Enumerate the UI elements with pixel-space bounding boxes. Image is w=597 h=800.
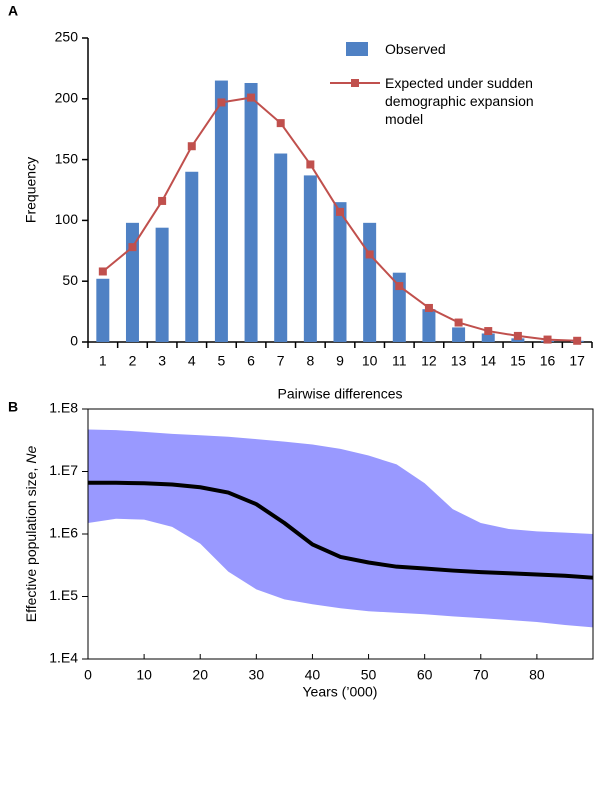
marker (573, 336, 582, 345)
x-tick-label: 10 (362, 353, 378, 369)
marker (484, 327, 493, 336)
bar (96, 278, 110, 342)
bar (125, 222, 139, 342)
marker (336, 207, 344, 216)
x-axis-label: Years (’000) (303, 684, 378, 700)
bar (185, 171, 199, 342)
marker (424, 303, 433, 312)
x-tick-label: 20 (192, 667, 208, 683)
x-tick-label: 30 (249, 667, 265, 683)
marker (247, 93, 256, 102)
panel-label: B (8, 399, 18, 415)
x-tick-label: 15 (510, 353, 526, 369)
median-line (88, 480, 594, 580)
y-tick-label: 0 (70, 333, 78, 349)
marker (395, 282, 404, 291)
x-tick-label: 9 (336, 353, 344, 369)
x-tick-label: 60 (417, 667, 433, 683)
bar (452, 327, 466, 342)
y-tick-label: 1.E6 (49, 525, 78, 541)
bar (422, 309, 436, 342)
y-tick-label: 1.E5 (49, 587, 78, 603)
legend-item: Expected under sudden demographic expans… (330, 74, 555, 128)
x-tick-label: 12 (421, 353, 437, 369)
marker (128, 243, 137, 252)
marker (98, 267, 107, 276)
x-tick-label: 8 (306, 353, 314, 369)
y-tick-label: 1.E8 (49, 400, 78, 416)
y-tick-label: 50 (62, 272, 78, 288)
y-tick-label: 150 (55, 150, 79, 166)
y-tick-label: 250 (55, 29, 79, 45)
marker (454, 318, 463, 327)
bar (481, 333, 495, 342)
y-tick-label: 200 (55, 90, 79, 106)
x-tick-label: 40 (305, 667, 321, 683)
y-axis-label: Effective population size, Ne (23, 446, 39, 623)
bar (363, 222, 377, 342)
x-axis-label: Pairwise differences (277, 386, 402, 402)
y-axis-label: Frequency (23, 157, 39, 223)
marker (276, 119, 285, 128)
y-axis-label-symbol: Ne (23, 446, 39, 464)
bar (155, 227, 169, 342)
confidence-band (88, 429, 593, 628)
legend-item: Observed (330, 40, 555, 60)
x-tick-label: 7 (277, 353, 285, 369)
marker (543, 335, 552, 344)
marker (217, 98, 226, 107)
x-tick-label: 1 (99, 353, 107, 369)
panel-label: A (8, 3, 18, 19)
x-tick-label: 70 (473, 667, 489, 683)
legend-label: Observed (385, 41, 446, 57)
x-tick-label: 2 (129, 353, 137, 369)
y-axis-label-text: Effective population size, (23, 468, 39, 623)
legend-label: Expected under sudden demographic expans… (385, 75, 534, 127)
bar (333, 202, 347, 342)
bar (274, 153, 288, 342)
marker (158, 196, 167, 205)
x-tick-label: 0 (84, 667, 92, 683)
marker (513, 331, 522, 340)
marker (365, 250, 374, 259)
bar (214, 80, 228, 342)
x-tick-label: 5 (218, 353, 226, 369)
x-tick-label: 13 (451, 353, 467, 369)
x-tick-label: 16 (540, 353, 556, 369)
x-tick-label: 17 (569, 353, 585, 369)
x-tick-label: 3 (158, 353, 166, 369)
x-tick-label: 6 (247, 353, 255, 369)
bar (244, 82, 258, 342)
bar (511, 338, 525, 342)
marker (306, 160, 315, 169)
x-tick-label: 50 (361, 667, 377, 683)
bar (303, 175, 317, 342)
legend-swatch (346, 42, 368, 56)
y-tick-label: 1.E4 (49, 650, 78, 666)
legend-marker (351, 79, 359, 87)
x-tick-label: 4 (188, 353, 196, 369)
y-tick-label: 1.E7 (49, 462, 78, 478)
y-tick-label: 100 (55, 211, 79, 227)
legend: Observed Expected under sudden demograph… (330, 40, 555, 128)
x-tick-label: 80 (529, 667, 545, 683)
x-tick-label: 10 (136, 667, 152, 683)
x-tick-label: 11 (392, 353, 407, 369)
marker (187, 142, 196, 151)
x-tick-label: 14 (480, 353, 496, 369)
